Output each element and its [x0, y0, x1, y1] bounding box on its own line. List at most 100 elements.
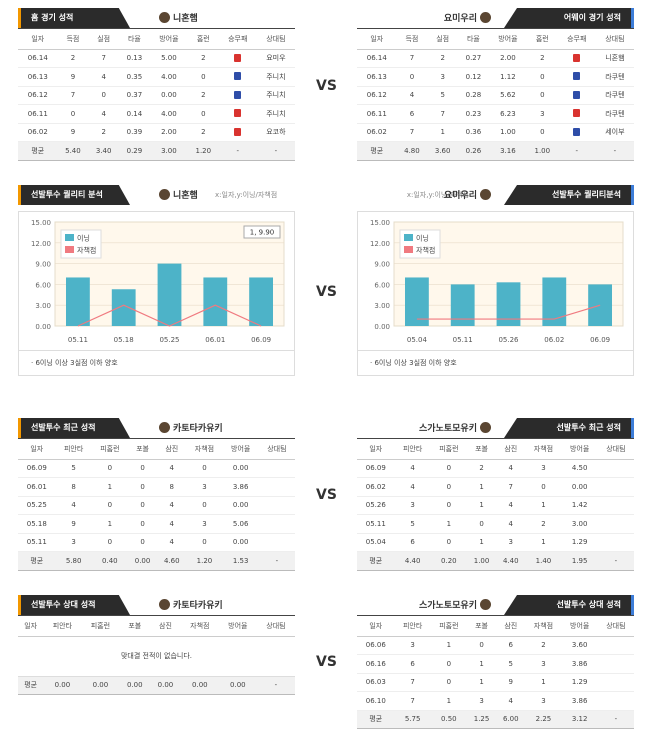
- table-cell: 7: [57, 86, 89, 105]
- table-cell: 3: [525, 654, 562, 674]
- table-cell: 3: [55, 533, 92, 552]
- column-header: 타율: [458, 29, 489, 50]
- column-header: 자책점: [180, 616, 219, 637]
- table-header-row: 일자 득점 실점 타율 방어율 홈런 승무패 상대팀: [357, 29, 634, 50]
- table-cell: 0.00: [222, 533, 259, 552]
- team-logo-icon: [159, 599, 170, 610]
- bar: [404, 277, 429, 326]
- table-cell: 06.02: [357, 123, 397, 142]
- table-cell: 7: [396, 123, 428, 142]
- table-cell: 05.26: [357, 496, 395, 515]
- table-row: 05.04 6 0 1 3 1 1.29: [357, 533, 634, 552]
- table-cell: 0.00: [561, 477, 598, 497]
- table-cell: 2.00: [488, 49, 527, 68]
- column-header: 일자: [18, 29, 58, 50]
- average-cell: 0.00: [150, 676, 181, 695]
- table-cell: 1: [525, 496, 562, 515]
- quality-note: · 6이닝 이상 3실점 이하 양호: [18, 351, 295, 376]
- left-recent-panel: 선발투수 최근 성적 카토타카유키 일자 피안타 피홈런 포볼 삼진 자책점 방어율 상대팀 0…: [18, 418, 295, 571]
- average-cell: 평균: [18, 551, 56, 571]
- table-cell: 1: [466, 654, 497, 674]
- column-header: 실점: [88, 29, 120, 50]
- table-row: 06.12 7 0 0.37 0.00 2 주니치: [18, 86, 295, 105]
- table-cell: 5.00: [149, 49, 188, 68]
- average-cell: -: [557, 141, 596, 161]
- table-cell: 2: [526, 49, 558, 68]
- table-cell: 6: [496, 636, 526, 655]
- table-cell: 4: [55, 496, 92, 515]
- table-cell: [258, 533, 295, 552]
- column-header: 삼진: [150, 616, 181, 637]
- y-tick-label: 3.00: [374, 302, 390, 310]
- table-cell: 3: [526, 104, 558, 124]
- x-tick-label: 05.11: [68, 336, 88, 344]
- result-cell: [218, 67, 257, 87]
- column-header: 피안타: [394, 439, 431, 460]
- table-cell: 4.00: [149, 104, 188, 124]
- table-cell: 0: [187, 67, 219, 87]
- column-header: 방어율: [222, 439, 259, 460]
- x-tick-label: 05.25: [159, 336, 179, 344]
- table-cell: 0: [91, 533, 128, 552]
- legend-swatch: [404, 246, 413, 253]
- bar: [65, 277, 90, 326]
- table-cell: 5: [427, 86, 459, 105]
- average-cell: -: [218, 141, 257, 161]
- vs-label: VS: [316, 654, 337, 670]
- average-cell: 6.00: [496, 710, 526, 729]
- average-row: 평균 5.80 0.40 0.00 4.60 1.20 1.53-: [18, 551, 295, 571]
- table-cell: 0.36: [458, 123, 489, 142]
- table-cell: 3: [525, 459, 562, 478]
- average-cell: 0.29: [119, 141, 150, 161]
- divider: [357, 438, 634, 439]
- column-header: 포볼: [466, 616, 497, 637]
- table-cell: 0.00: [149, 86, 188, 105]
- vs-label: VS: [316, 284, 337, 300]
- column-header: 승무패: [557, 29, 596, 50]
- table-cell: 9: [57, 67, 89, 87]
- table-cell: [597, 496, 634, 515]
- column-header: 삼진: [496, 616, 526, 637]
- left-recent-table: 일자 피안타 피홈런 포볼 삼진 자책점 방어율 상대팀 06.09 5 0 0 4 0 0.00 06.01…: [18, 439, 295, 571]
- y-tick-label: 6.00: [35, 281, 51, 289]
- average-cell: 4.60: [157, 551, 187, 571]
- table-cell: 주니치: [256, 104, 295, 124]
- table-row: 06.13 0 3 0.12 1.12 0 라쿠텐: [357, 67, 634, 87]
- column-header: 방어율: [149, 29, 188, 50]
- result-cell: [218, 86, 257, 105]
- left-quality-panel: 선발투수 퀄리티 분석 니혼햄 x:일자,y:이닝/자책점 15.00 12.00…: [18, 185, 295, 376]
- table-row: 06.14 7 2 0.27 2.00 2 니혼햄: [357, 49, 634, 68]
- loss-badge-icon: [234, 109, 242, 118]
- table-cell: 3.00: [561, 514, 598, 534]
- quality-chart-svg: 15.00 12.00 9.00 6.00 3.00 0.00 05.11 05.18 05.2…: [31, 219, 285, 344]
- left-recent-title: 선발투수 최근 성적: [18, 418, 130, 438]
- column-header: 상대팀: [256, 616, 295, 637]
- legend-swatch: [404, 234, 413, 241]
- table-cell: 라쿠텐: [595, 86, 634, 105]
- average-row: 평균 4.40 0.20 1.00 4.40 1.40 1.95-: [357, 551, 634, 571]
- table-cell: 1: [91, 477, 128, 497]
- table-cell: 4: [88, 67, 120, 87]
- result-cell: [218, 104, 257, 124]
- table-cell: [258, 477, 295, 497]
- table-cell: [597, 673, 634, 692]
- team-logo-icon: [480, 422, 491, 433]
- average-row: 평균 4.80 3.60 0.26 3.16 1.00- -: [357, 141, 634, 161]
- table-cell: 0: [466, 636, 497, 655]
- table-cell: 4.50: [561, 459, 598, 478]
- table-cell: 1.00: [488, 123, 527, 142]
- table-cell: 0: [526, 67, 558, 87]
- legend-label: 자책점: [416, 246, 435, 255]
- table-cell: 4: [157, 459, 187, 478]
- table-cell: 1: [430, 636, 467, 655]
- table-cell: 3: [394, 496, 431, 515]
- average-cell: 0.26: [458, 141, 489, 161]
- table-row: 06.02 4 0 1 7 0 0.00: [357, 477, 634, 497]
- average-cell: 평균: [357, 551, 395, 571]
- win-badge-icon: [234, 72, 242, 81]
- table-cell: 6: [394, 654, 431, 674]
- team-logo-icon: [159, 422, 170, 433]
- average-cell: 3.40: [88, 141, 120, 161]
- table-cell: 7: [396, 49, 428, 68]
- table-cell: 1.12: [488, 67, 527, 87]
